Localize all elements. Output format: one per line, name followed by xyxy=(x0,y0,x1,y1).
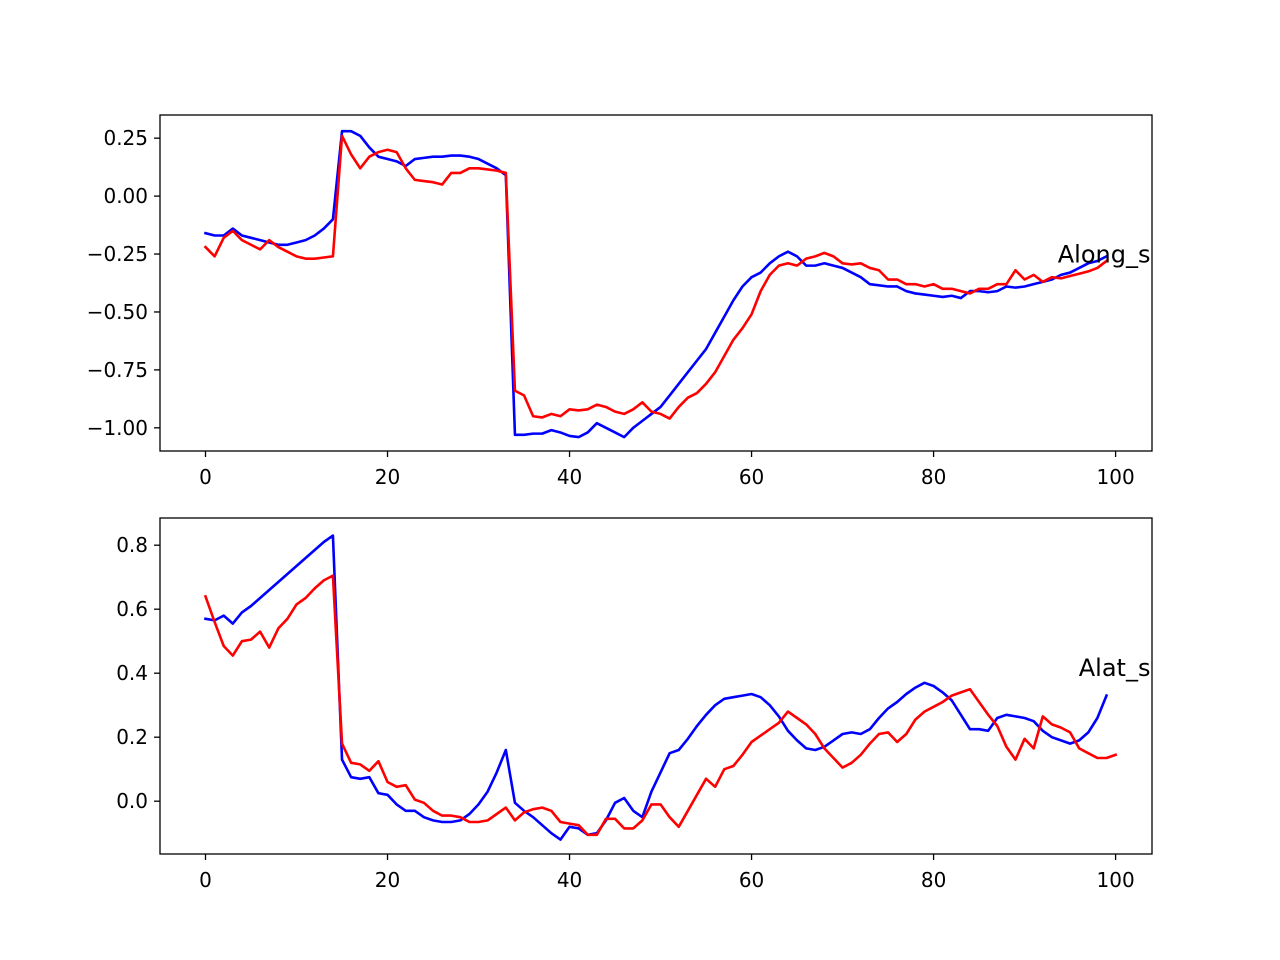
series-line-0-1 xyxy=(203,134,1109,420)
x-tick-label-1-0: 0 xyxy=(199,868,212,892)
y-tick-label-1-2: 0.4 xyxy=(116,661,148,685)
x-tick-label-0-3: 60 xyxy=(739,465,764,489)
x-tick-label-1-5: 100 xyxy=(1097,868,1135,892)
x-tick-label-1-4: 80 xyxy=(921,868,946,892)
annotation-label-0: Along_s xyxy=(1058,240,1151,268)
x-tick-label-1-3: 60 xyxy=(739,868,764,892)
series-line-1-1 xyxy=(203,574,1118,837)
x-tick-label-0-1: 20 xyxy=(375,465,400,489)
x-tick-label-0-5: 100 xyxy=(1097,465,1135,489)
y-tick-label-0-3: −0.50 xyxy=(87,300,148,324)
y-tick-label-0-2: −0.25 xyxy=(87,242,148,266)
y-tick-label-0-4: −0.75 xyxy=(87,358,148,382)
axes-frame-1 xyxy=(159,517,1153,855)
axes-frame-0 xyxy=(159,114,1153,452)
y-tick-label-0-0: 0.25 xyxy=(103,126,148,150)
series-line-1-0 xyxy=(203,534,1109,841)
chart-panel-0: 0 20 40 60 80 100 0.25 0.00 −0.25 −0.50 −0.75 −1.00… xyxy=(87,114,1153,489)
y-tick-label-1-0: 0.8 xyxy=(116,533,148,557)
x-tick-label-1-1: 20 xyxy=(375,868,400,892)
y-tick-label-1-1: 0.6 xyxy=(116,597,148,621)
y-tick-label-1-3: 0.2 xyxy=(116,725,148,749)
y-tick-label-0-5: −1.00 xyxy=(87,416,148,440)
chart-panel-1: 0 20 40 60 80 100 0.8 0.6 0.4 0.2 0.0 Alat_s xyxy=(116,517,1153,892)
series-line-0-0 xyxy=(203,129,1109,439)
x-tick-label-0-2: 40 xyxy=(557,465,582,489)
x-tick-label-0-4: 80 xyxy=(921,465,946,489)
x-tick-label-1-2: 40 xyxy=(557,868,582,892)
annotation-label-1: Alat_s xyxy=(1079,654,1151,682)
x-tick-label-0-0: 0 xyxy=(199,465,212,489)
y-tick-label-1-4: 0.0 xyxy=(116,789,148,813)
y-tick-label-0-1: 0.00 xyxy=(103,184,148,208)
